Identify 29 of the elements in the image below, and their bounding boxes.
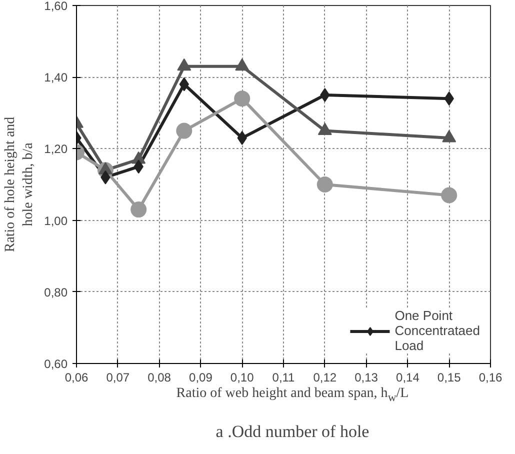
point [130, 202, 147, 218]
y-tick-label: 1,00 [44, 214, 68, 228]
point [316, 176, 333, 192]
x-tick-label: 0,07 [106, 370, 130, 384]
x-tick-label: 0,13 [354, 370, 378, 384]
point [177, 58, 192, 71]
y-tick-label: 1,60 [44, 0, 68, 13]
x-tick-label: 0,09 [189, 370, 213, 384]
y-tick-label: 1,20 [44, 142, 68, 156]
y-axis-title: Ratio of hole height and hole width, b/a [3, 116, 36, 252]
point [320, 88, 330, 102]
x-tick-label: 0,11 [272, 370, 296, 384]
x-tick-label: 0,14 [396, 370, 420, 384]
x-tick-label: 0,15 [437, 370, 462, 384]
legend-label: One Point Concentrataed Load [394, 308, 480, 353]
point [441, 187, 458, 204]
y-tick-label: 0,80 [44, 285, 68, 300]
point [234, 90, 250, 107]
x-axis-title: Ratio of web height and beam span, h$_{w}$/L [176, 385, 409, 406]
x-tick-label: 0,08 [148, 370, 172, 384]
x-tick-label: 0,12 [313, 370, 337, 384]
text: a .Odd number of hole [216, 421, 370, 443]
point [235, 58, 250, 71]
y-tick-label: 1,40 [44, 70, 68, 85]
x-tick-label: 0,06 [64, 370, 89, 384]
x-tick-label: 0,10 [230, 370, 254, 384]
point [176, 122, 192, 139]
x-tick-label: 0,16 [478, 370, 503, 384]
y-tick-label: 0,60 [44, 357, 68, 371]
